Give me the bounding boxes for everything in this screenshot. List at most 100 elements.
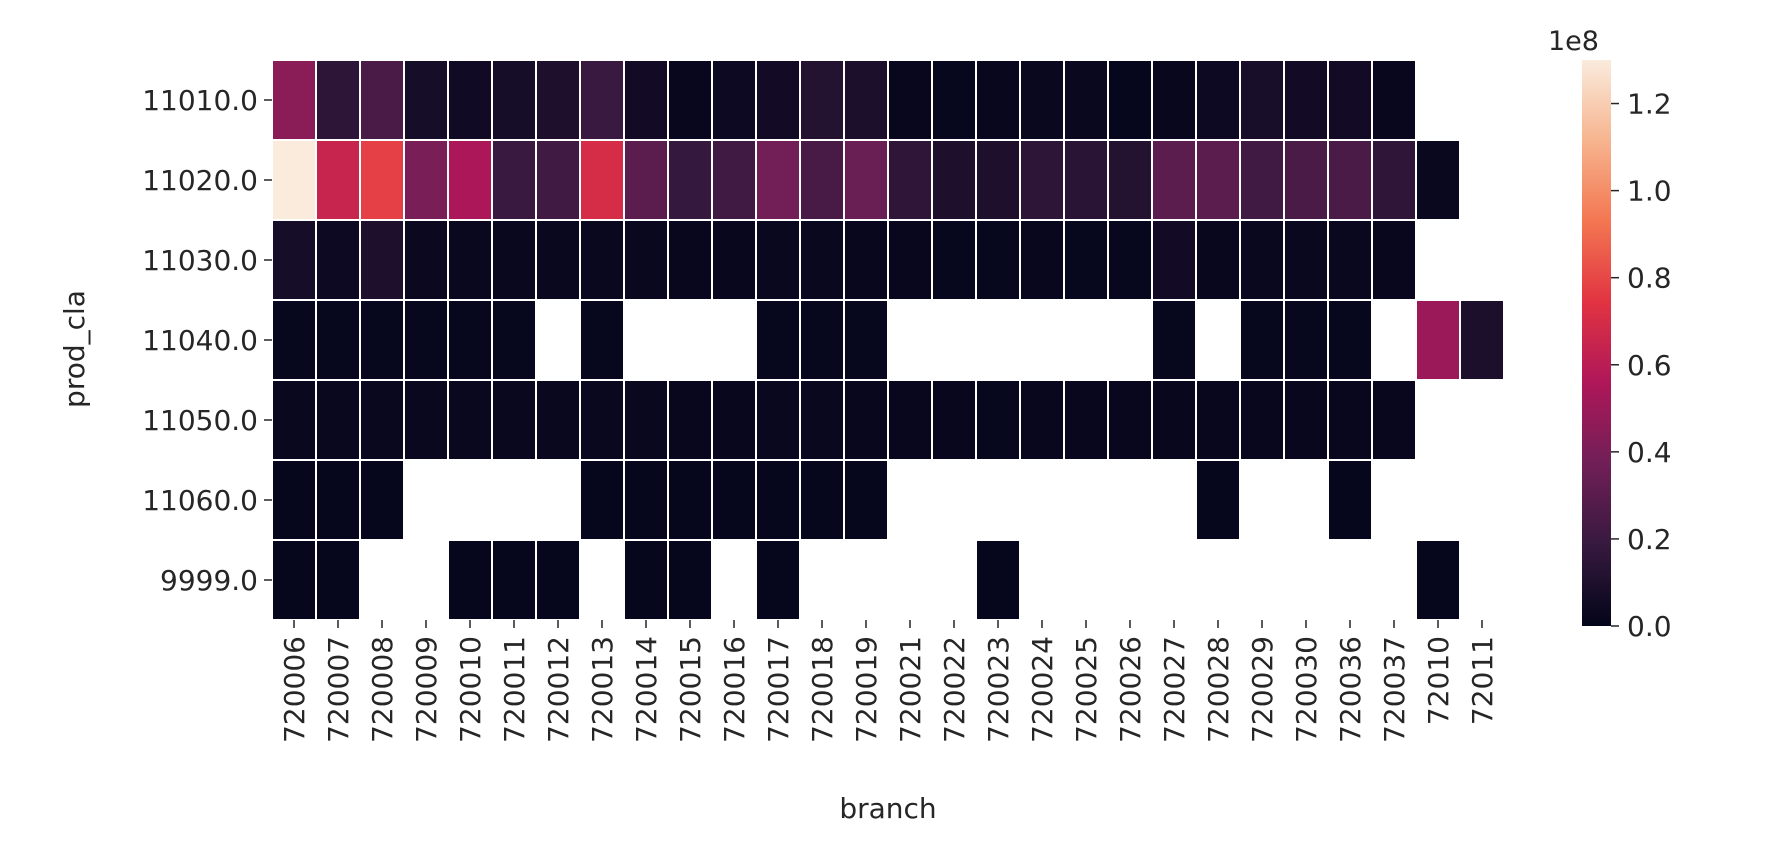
x-tick-label: 720018 — [806, 636, 839, 743]
x-tick-label: 720023 — [982, 636, 1015, 743]
heatmap-cell — [1063, 219, 1109, 301]
heatmap-cell — [315, 59, 361, 141]
heatmap-cell — [359, 459, 405, 541]
x-tick-label: 720024 — [1026, 636, 1059, 743]
x-tick-label: 720007 — [322, 636, 355, 743]
heatmap-cell — [1283, 139, 1329, 221]
heatmap-cell — [623, 539, 669, 621]
x-tick-label: 720016 — [718, 636, 751, 743]
heatmap-cell — [1327, 219, 1373, 301]
heatmap-cell — [535, 539, 581, 621]
heatmap-cell — [1283, 59, 1329, 141]
x-tick-label: 720021 — [894, 636, 927, 743]
y-tick-label: 11020.0 — [142, 164, 258, 197]
heatmap-cell — [271, 299, 317, 381]
heatmap-cell — [1239, 59, 1285, 141]
x-axis: 720006 720007 720008 720009 720010 720011 7200… — [278, 620, 1499, 743]
y-tick-label: 11060.0 — [142, 484, 258, 517]
heatmap-cell — [1327, 139, 1373, 221]
y-tick-label: 11040.0 — [142, 324, 258, 357]
heatmap-cell — [1283, 219, 1329, 301]
heatmap-cell — [315, 299, 361, 381]
heatmap-cell — [799, 379, 845, 461]
heatmap-cell — [447, 219, 493, 301]
heatmap-cell — [931, 379, 977, 461]
heatmap-cell — [1327, 59, 1373, 141]
x-tick-label: 720010 — [454, 636, 487, 743]
heatmap-cell — [491, 219, 537, 301]
heatmap-cell — [271, 459, 317, 541]
heatmap-cell — [843, 299, 889, 381]
heatmap-cell — [1195, 219, 1241, 301]
heatmap-cell — [843, 139, 889, 221]
heatmap-cell — [843, 459, 889, 541]
heatmap-cell — [271, 379, 317, 461]
heatmap-cell — [447, 59, 493, 141]
heatmap-cell — [975, 219, 1021, 301]
heatmap-cell — [1195, 379, 1241, 461]
x-tick-label: 720019 — [850, 636, 883, 743]
heatmap-cell — [403, 299, 449, 381]
x-tick-label: 720037 — [1378, 636, 1411, 743]
heatmap-cell — [535, 59, 581, 141]
heatmap-cell — [843, 379, 889, 461]
heatmap-cell — [1107, 219, 1153, 301]
heatmap-cell — [535, 219, 581, 301]
heatmap-cell — [623, 59, 669, 141]
heatmap-cell — [271, 139, 317, 221]
heatmap-cell — [1371, 59, 1417, 141]
heatmap-cell — [1239, 219, 1285, 301]
heatmap-cell — [491, 299, 537, 381]
heatmap-cell — [975, 379, 1021, 461]
heatmap-cell — [1107, 59, 1153, 141]
colorbar-tick-label: 1.2 — [1627, 88, 1672, 121]
heatmap-cell — [1195, 459, 1241, 541]
heatmap-cell — [1283, 299, 1329, 381]
heatmap-cell — [359, 59, 405, 141]
heatmap-cell — [755, 139, 801, 221]
heatmap-cell — [359, 299, 405, 381]
heatmap-cell — [711, 139, 757, 221]
heatmap-cell — [931, 59, 977, 141]
x-tick-label: 720015 — [674, 636, 707, 743]
heatmap-cell — [711, 459, 757, 541]
heatmap-cell — [667, 539, 713, 621]
heatmap-cell — [1151, 139, 1197, 221]
heatmap-cell — [1239, 379, 1285, 461]
heatmap-cell — [1195, 59, 1241, 141]
heatmap-cell — [403, 139, 449, 221]
heatmap-cell — [755, 459, 801, 541]
heatmap-cell — [623, 459, 669, 541]
heatmap-cell — [447, 539, 493, 621]
y-tick-label: 11030.0 — [142, 244, 258, 277]
x-tick-label: 720009 — [410, 636, 443, 743]
heatmap-cell — [359, 219, 405, 301]
heatmap-cell — [359, 379, 405, 461]
x-tick-label: 720013 — [586, 636, 619, 743]
heatmap-cell — [667, 379, 713, 461]
heatmap-cell — [315, 459, 361, 541]
heatmap-cell — [1019, 139, 1065, 221]
heatmap-cell — [315, 539, 361, 621]
heatmap-cell — [975, 139, 1021, 221]
heatmap-cell — [623, 379, 669, 461]
colorbar-tick-label: 1.0 — [1627, 175, 1672, 208]
heatmap-cells — [271, 59, 1505, 621]
colorbar-tick-label: 0.2 — [1627, 523, 1672, 556]
heatmap-cell — [755, 219, 801, 301]
heatmap-cell — [975, 59, 1021, 141]
heatmap-cell — [271, 59, 317, 141]
heatmap-cell — [667, 459, 713, 541]
heatmap-cell — [535, 139, 581, 221]
heatmap-cell — [1371, 139, 1417, 221]
heatmap-cell — [931, 219, 977, 301]
heatmap-cell — [755, 379, 801, 461]
heatmap-cell — [403, 379, 449, 461]
heatmap-cell — [1283, 379, 1329, 461]
x-tick-label: 720012 — [542, 636, 575, 743]
heatmap-cell — [447, 379, 493, 461]
heatmap-cell — [491, 139, 537, 221]
heatmap-cell — [711, 219, 757, 301]
heatmap-cell — [1063, 379, 1109, 461]
